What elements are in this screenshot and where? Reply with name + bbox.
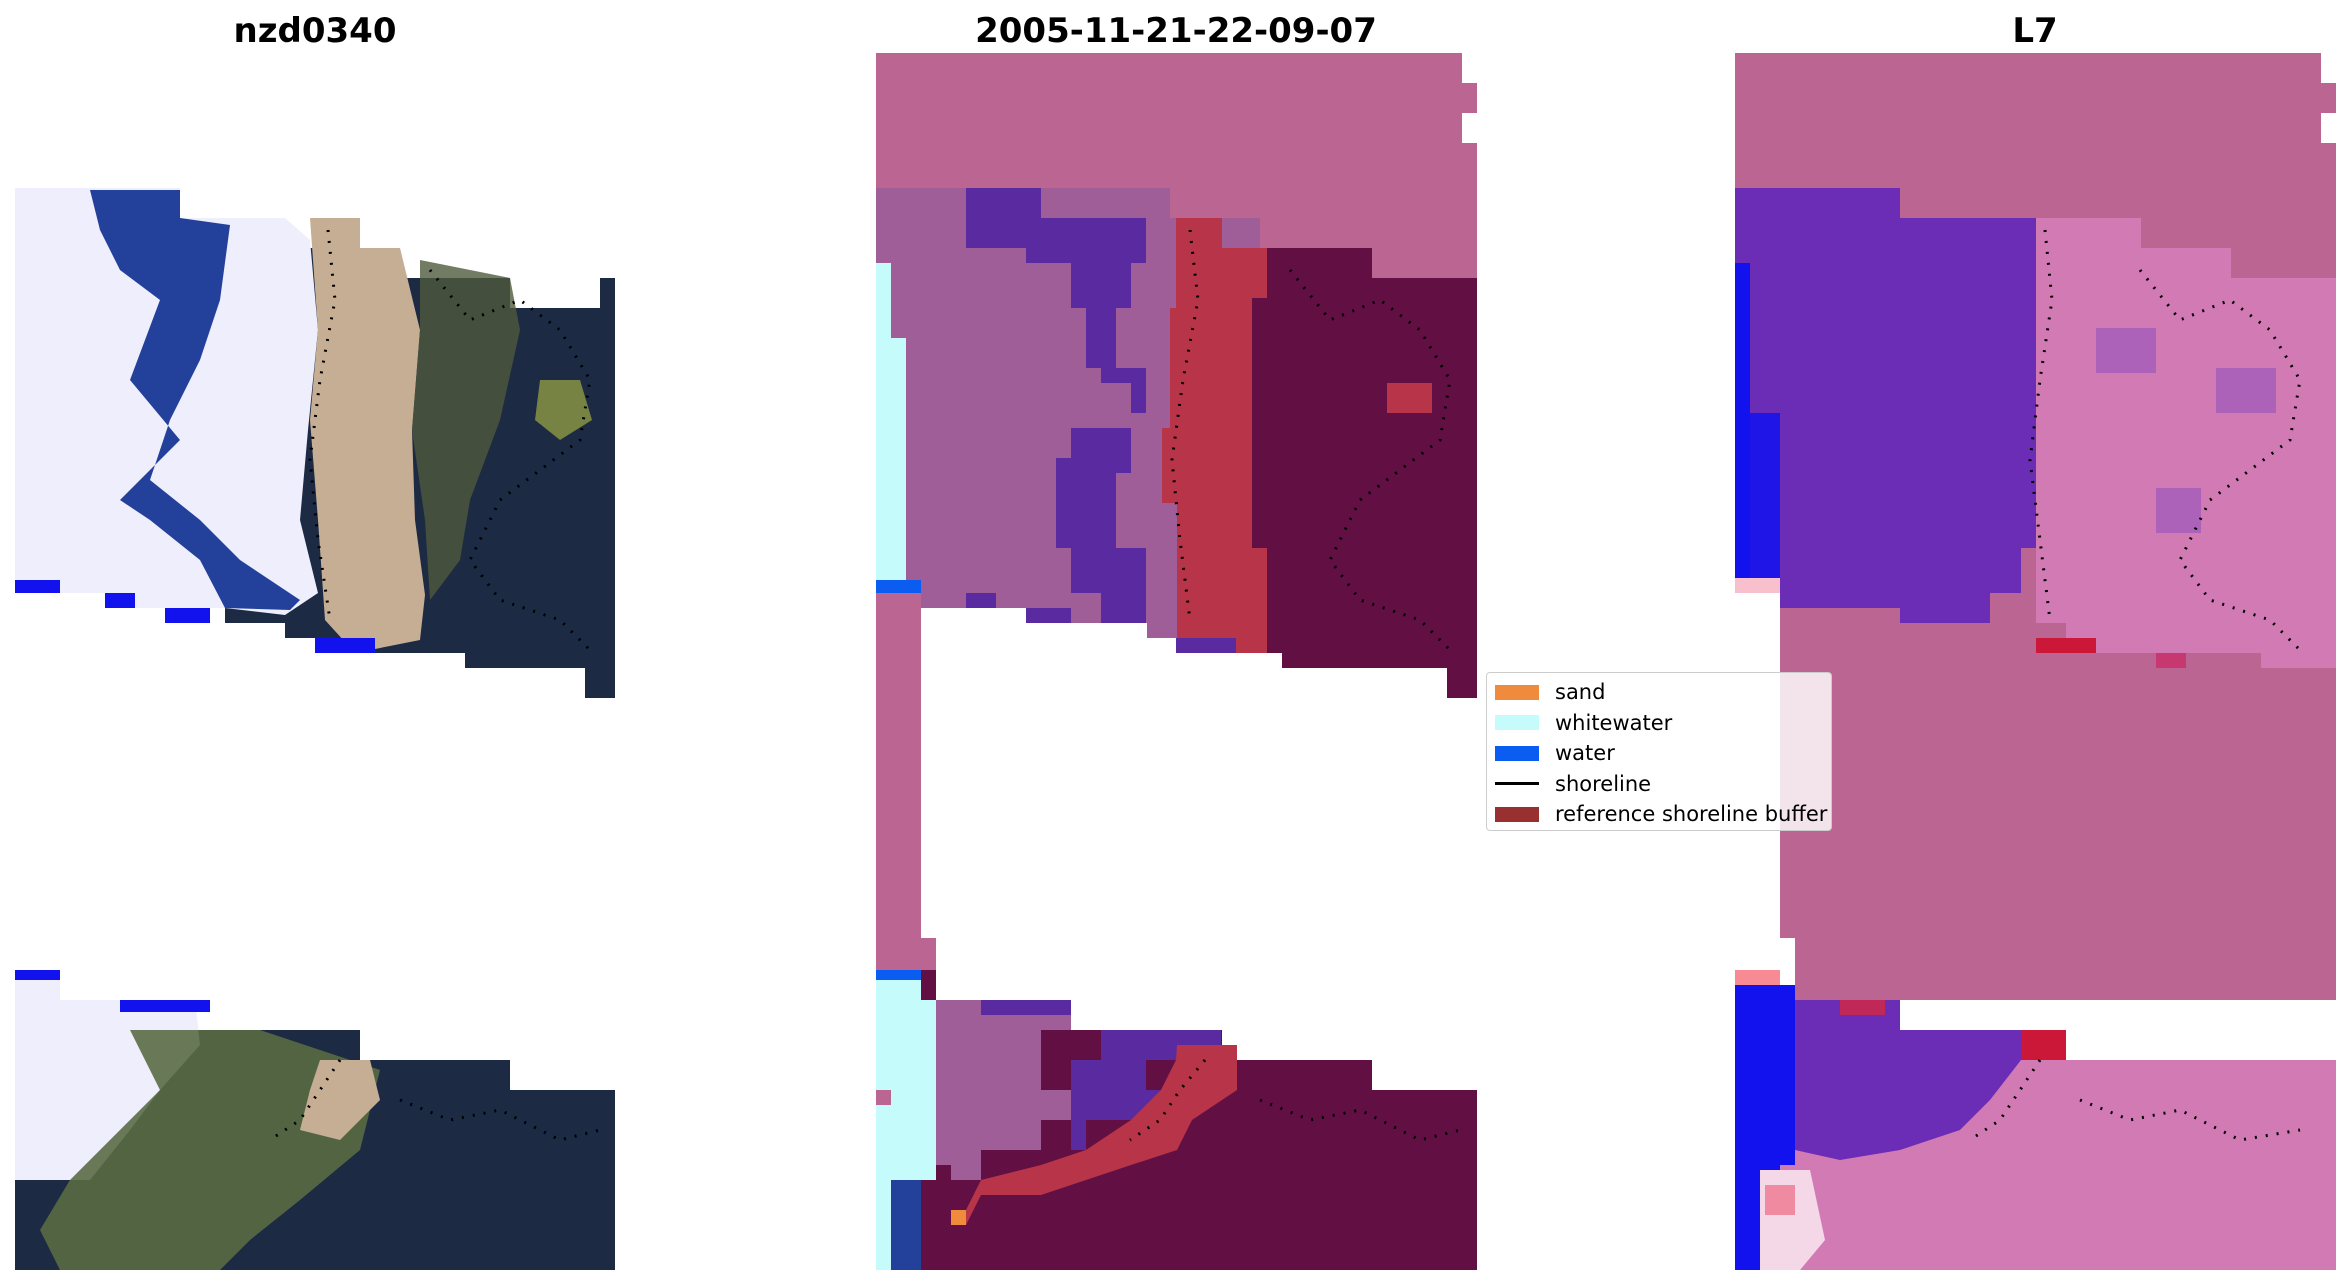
index-top-tile: [1735, 188, 2336, 668]
legend-label-buffer: reference shoreline buffer: [1555, 802, 1828, 827]
legend-label-shoreline: shoreline: [1555, 771, 1652, 796]
whitewater-swatch: [1495, 715, 1539, 731]
class-bottom-tile: [876, 970, 1477, 1270]
panel-title-sensor: L7: [2012, 11, 2058, 51]
shoreline-line-swatch: [1495, 782, 1539, 786]
buffer-swatch: [1495, 806, 1539, 822]
legend-item-water: water: [1495, 738, 1831, 769]
rgb-top-tile: [15, 188, 615, 698]
legend-item-shoreline: shoreline: [1495, 769, 1831, 800]
water-swatch: [1495, 745, 1539, 761]
rgb-bottom-tile: [15, 970, 615, 1270]
legend-label-sand: sand: [1555, 680, 1606, 705]
legend-item-sand: sand: [1495, 677, 1831, 708]
legend: sand whitewater water shoreline referenc…: [1486, 672, 1832, 831]
class-top-tile: [876, 188, 1477, 698]
legend-label-water: water: [1555, 741, 1615, 766]
index-bottom-tile: [1735, 970, 2336, 1270]
panel-title-date: 2005-11-21-22-09-07: [975, 11, 1377, 51]
panel-title-image: nzd0340: [233, 11, 397, 51]
legend-item-buffer: reference shoreline buffer: [1495, 799, 1831, 830]
sand-swatch: [1495, 684, 1539, 700]
legend-item-whitewater: whitewater: [1495, 708, 1831, 739]
legend-label-whitewater: whitewater: [1555, 710, 1673, 735]
